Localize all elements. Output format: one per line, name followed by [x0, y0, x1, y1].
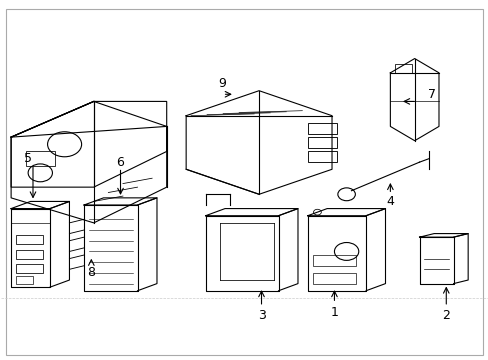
Text: 2: 2	[442, 309, 449, 322]
Text: 4: 4	[386, 195, 393, 208]
Text: 5: 5	[24, 152, 32, 165]
Text: 7: 7	[427, 88, 435, 101]
Text: 9: 9	[218, 77, 226, 90]
Text: 3: 3	[257, 309, 265, 322]
Text: 6: 6	[116, 156, 124, 168]
Text: 8: 8	[87, 266, 95, 279]
Text: 1: 1	[330, 306, 338, 319]
